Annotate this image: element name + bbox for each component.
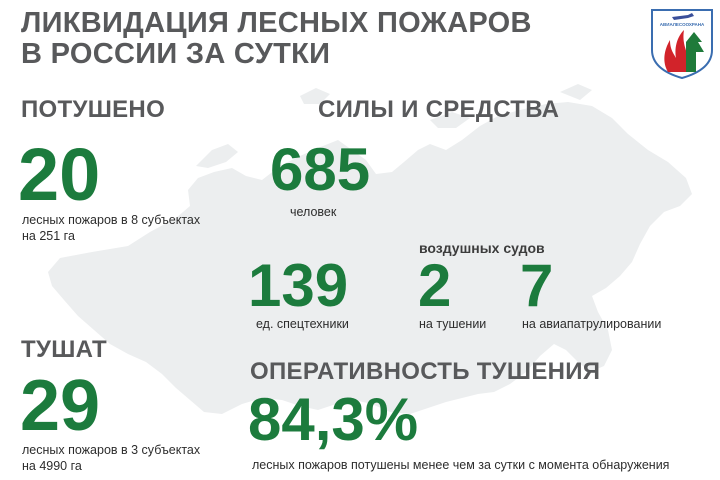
extinguished-heading: ПОТУШЕНО (21, 96, 166, 123)
fighting-caption-line2: на 4990 га (22, 459, 82, 473)
page-title-line1: ЛИКВИДАЦИЯ ЛЕСНЫХ ПОЖАРОВ (21, 7, 532, 39)
air-patrol-caption: на авиапатрулировании (522, 317, 662, 331)
extinguished-caption-line1: лесных пожаров в 8 субъектах (22, 213, 201, 227)
air-fighting-value: 2 (418, 252, 452, 319)
avialesookhrana-logo: АВИАЛЕСООХРАНА (648, 6, 716, 80)
logo-text: АВИАЛЕСООХРАНА (659, 22, 705, 27)
efficiency-heading: ОПЕРАТИВНОСТЬ ТУШЕНИЯ (250, 358, 601, 385)
extinguished-value: 20 (18, 133, 101, 216)
extinguished-caption-line2: на 251 га (22, 229, 75, 243)
equipment-caption: ед. спецтехники (256, 317, 349, 331)
people-value: 685 (270, 136, 371, 203)
efficiency-caption: лесных пожаров потушены менее чем за сут… (252, 458, 670, 472)
aircraft-heading: воздушных судов (419, 240, 545, 256)
efficiency-value: 84,3% (248, 386, 419, 453)
fighting-heading: ТУШАТ (21, 336, 108, 363)
people-caption: человек (290, 205, 337, 219)
fighting-value: 29 (20, 366, 101, 446)
page-title-line2: В РОССИИ ЗА СУТКИ (21, 38, 331, 70)
air-patrol-value: 7 (520, 252, 554, 319)
fighting-caption-line1: лесных пожаров в 3 субъектах (22, 443, 201, 457)
air-fighting-caption: на тушении (419, 317, 487, 331)
equipment-value: 139 (248, 252, 349, 319)
avialesookhrana-emblem-icon (651, 9, 713, 80)
forces-heading: СИЛЫ И СРЕДСТВА (318, 96, 560, 123)
